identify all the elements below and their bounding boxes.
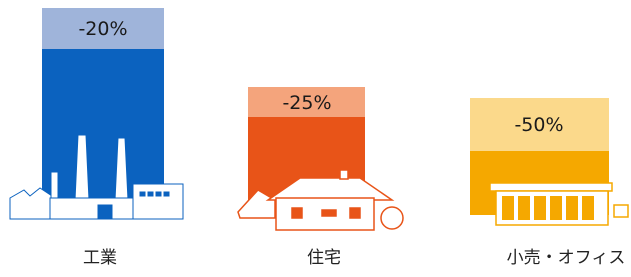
category-label: 小売・オフィス (507, 248, 626, 268)
reduction-label: -20% (78, 18, 127, 40)
infographic: -20% 工業 -25% 住宅 (0, 0, 631, 277)
category-label: 工業 (83, 248, 117, 268)
reduction-label: -25% (282, 92, 331, 114)
reduction-label: -50% (514, 114, 563, 136)
retail-column: -50% 小売・オフィス (470, 98, 628, 268)
industry-column: -20% 工業 (10, 8, 183, 268)
category-label: 住宅 (307, 248, 341, 268)
store-icon (490, 183, 628, 225)
residential-column: -25% 住宅 (238, 87, 403, 268)
